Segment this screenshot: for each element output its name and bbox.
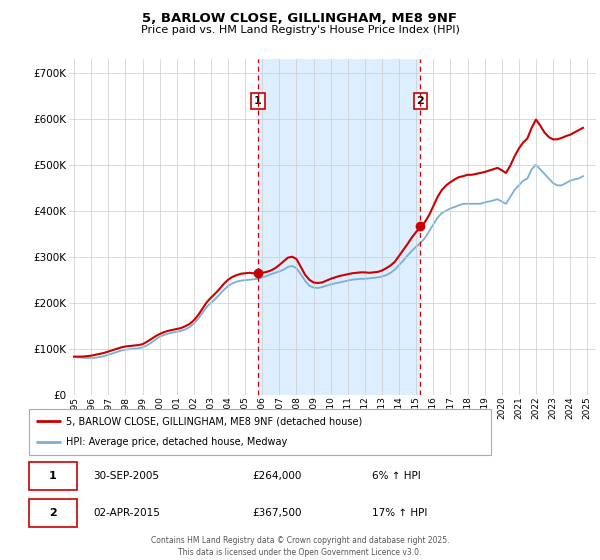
Text: 2: 2 — [416, 96, 424, 106]
Bar — [258, 59, 421, 395]
Text: 5, BARLOW CLOSE, GILLINGHAM, ME8 9NF (detached house): 5, BARLOW CLOSE, GILLINGHAM, ME8 9NF (de… — [66, 416, 362, 426]
Text: 2: 2 — [49, 508, 56, 518]
Text: 17% ↑ HPI: 17% ↑ HPI — [372, 508, 427, 518]
Text: 30-SEP-2005: 30-SEP-2005 — [93, 471, 159, 481]
Text: £264,000: £264,000 — [252, 471, 301, 481]
Text: 1: 1 — [49, 471, 56, 481]
Text: 02-APR-2015: 02-APR-2015 — [93, 508, 160, 518]
Text: Contains HM Land Registry data © Crown copyright and database right 2025.
This d: Contains HM Land Registry data © Crown c… — [151, 536, 449, 557]
Text: 5, BARLOW CLOSE, GILLINGHAM, ME8 9NF: 5, BARLOW CLOSE, GILLINGHAM, ME8 9NF — [143, 12, 458, 25]
Text: 1: 1 — [254, 96, 262, 106]
FancyBboxPatch shape — [29, 409, 491, 455]
Text: HPI: Average price, detached house, Medway: HPI: Average price, detached house, Medw… — [66, 437, 287, 447]
Text: 6% ↑ HPI: 6% ↑ HPI — [372, 471, 421, 481]
Text: Price paid vs. HM Land Registry's House Price Index (HPI): Price paid vs. HM Land Registry's House … — [140, 25, 460, 35]
Text: £367,500: £367,500 — [252, 508, 302, 518]
